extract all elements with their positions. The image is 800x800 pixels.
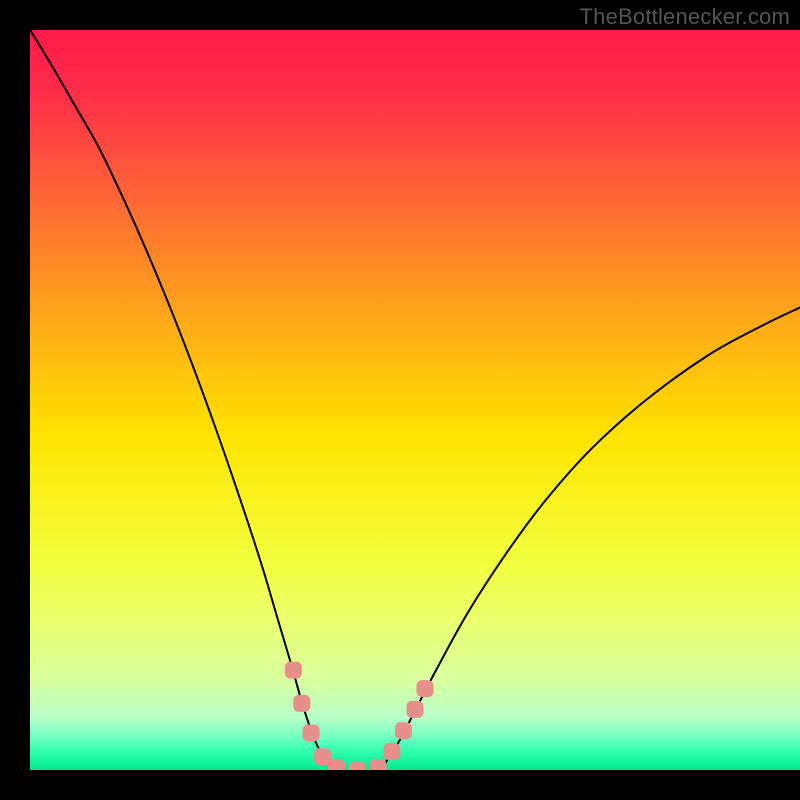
chart-stage: TheBottlenecker.com — [0, 0, 800, 800]
marker — [315, 749, 331, 765]
marker — [407, 701, 423, 717]
watermark-text: TheBottlenecker.com — [580, 4, 790, 30]
marker — [328, 760, 344, 770]
marker — [370, 760, 386, 770]
marker — [285, 662, 301, 678]
marker — [395, 723, 411, 739]
marker — [417, 681, 433, 697]
marker — [294, 695, 310, 711]
marker — [384, 744, 400, 760]
gradient-background — [30, 30, 800, 770]
plot-svg — [30, 30, 800, 770]
marker — [303, 725, 319, 741]
plot-area — [30, 30, 800, 770]
marker — [349, 762, 365, 770]
